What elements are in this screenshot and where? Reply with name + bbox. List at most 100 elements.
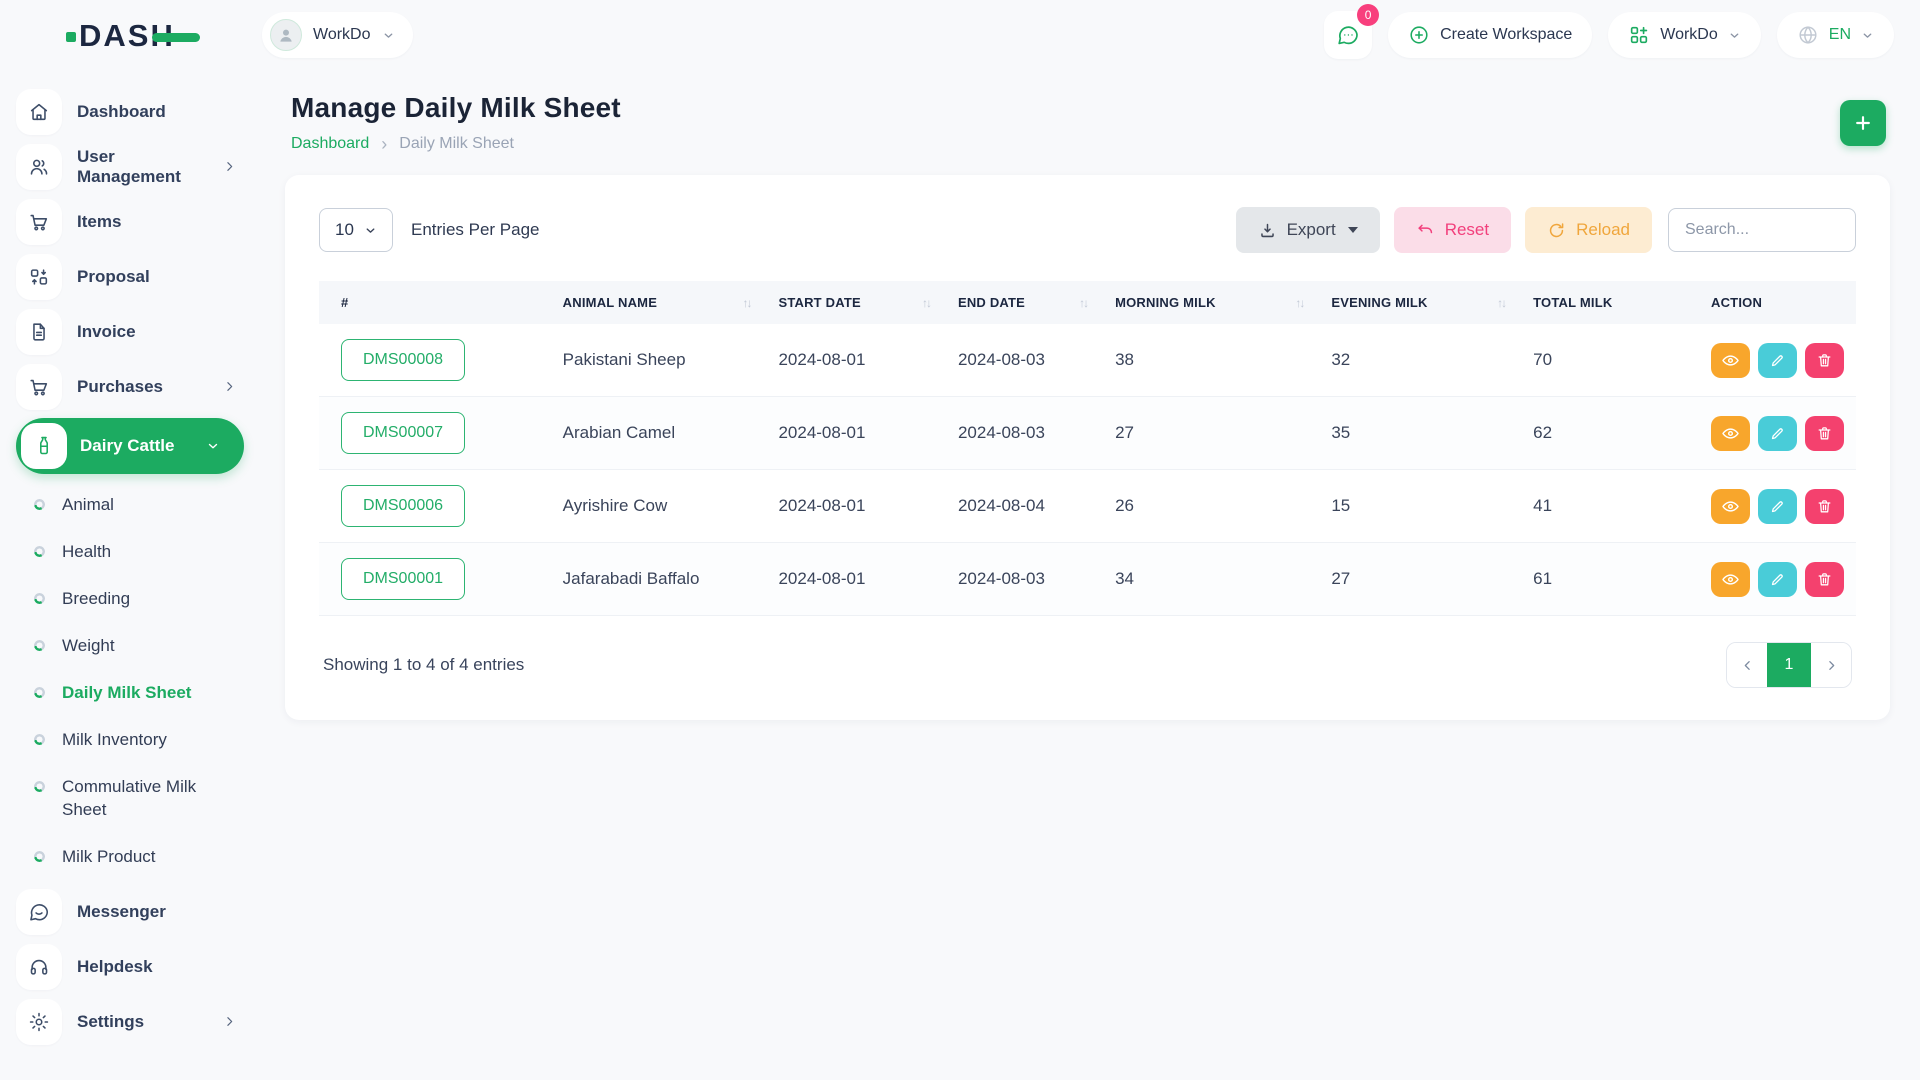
end-date-cell: 2024-08-03	[945, 542, 1104, 616]
chevron-right-icon	[223, 160, 244, 173]
record-id-badge[interactable]: DMS00008	[341, 339, 466, 381]
sidebar-item-helpdesk[interactable]: Helpdesk	[16, 939, 244, 994]
caret-down-icon	[1347, 227, 1358, 233]
delete-button[interactable]	[1805, 415, 1844, 451]
sidebar-item-invoice[interactable]: Invoice	[16, 304, 244, 359]
headset-icon	[16, 943, 62, 990]
animal-name-cell: Jafarabadi Baffalo	[550, 542, 767, 616]
trash-icon	[1818, 426, 1831, 439]
sidebar-item-label: Dashboard	[77, 101, 166, 121]
end-date-cell: 2024-08-03	[945, 396, 1104, 470]
sidebar-item-purchases[interactable]: Purchases	[16, 359, 244, 414]
chat-icon	[16, 888, 62, 935]
breadcrumb-dashboard-link[interactable]: Dashboard	[291, 135, 370, 152]
workspace-user-menu[interactable]: WorkDo	[262, 12, 413, 58]
column-header-total-milk[interactable]: TOTAL MILK	[1521, 281, 1699, 324]
column-header-end-date[interactable]: END DATE ↑↓	[945, 281, 1104, 324]
language-selector[interactable]: EN	[1776, 12, 1894, 58]
plus-icon	[1856, 116, 1870, 130]
bullet-icon	[34, 850, 45, 862]
sort-icon: ↑↓	[742, 295, 752, 310]
messages-button[interactable]: 0	[1324, 4, 1380, 59]
bullet-icon	[34, 780, 45, 792]
entries-per-page-select[interactable]: 10	[319, 208, 393, 252]
column-header-morning-milk[interactable]: MORNING MILK ↑↓	[1103, 281, 1320, 324]
chevron-right-icon	[223, 380, 244, 393]
chevron-down-icon	[206, 439, 228, 453]
gear-icon	[16, 998, 62, 1045]
evening-milk-cell: 27	[1319, 542, 1522, 616]
sidebar-subitem-health[interactable]: Health	[34, 529, 244, 576]
delete-button[interactable]	[1805, 342, 1844, 378]
view-button[interactable]	[1711, 488, 1750, 524]
morning-milk-cell: 27	[1103, 396, 1320, 470]
evening-milk-cell: 15	[1319, 469, 1522, 543]
view-button[interactable]	[1711, 342, 1750, 378]
pagination-page-1[interactable]: 1	[1767, 643, 1811, 687]
sidebar-subitem-animal[interactable]: Animal	[34, 482, 244, 529]
total-milk-cell: 62	[1521, 396, 1699, 470]
record-id-badge[interactable]: DMS00006	[341, 485, 466, 527]
sidebar-item-messenger[interactable]: Messenger	[16, 884, 244, 939]
evening-milk-cell: 35	[1319, 396, 1522, 470]
avatar	[270, 19, 302, 51]
sidebar-subitem-weight[interactable]: Weight	[34, 623, 244, 670]
edit-button[interactable]	[1758, 561, 1797, 597]
chat-icon	[1338, 26, 1358, 45]
sidebar-item-dairy-cattle[interactable]: Dairy Cattle	[16, 418, 244, 474]
edit-button[interactable]	[1758, 342, 1797, 378]
trash-icon	[1818, 499, 1831, 512]
table-header-row: # ANIMAL NAME ↑↓ START DATE ↑↓ END DATE ↑↓ …	[319, 281, 1856, 324]
eye-icon	[1722, 354, 1739, 366]
bullet-icon	[34, 545, 45, 557]
edit-button[interactable]	[1758, 488, 1797, 524]
column-header-id[interactable]: #	[319, 281, 551, 324]
delete-button[interactable]	[1805, 488, 1844, 524]
column-header-start-date[interactable]: START DATE ↑↓	[766, 281, 946, 324]
edit-button[interactable]	[1758, 415, 1797, 451]
app-logo[interactable]: DASH	[0, 20, 262, 51]
sidebar-item-settings[interactable]: Settings	[16, 994, 244, 1049]
column-header-evening-milk[interactable]: EVENING MILK ↑↓	[1319, 281, 1522, 324]
sidebar-item-dashboard[interactable]: Dashboard	[16, 84, 244, 139]
sidebar-subitem-milk-product[interactable]: Milk Product	[34, 834, 244, 881]
pencil-icon	[1771, 500, 1783, 512]
logo-bar	[152, 32, 200, 42]
create-workspace-button[interactable]: Create Workspace	[1388, 12, 1593, 58]
record-id-badge[interactable]: DMS00007	[341, 412, 466, 454]
breadcrumb: Dashboard › Daily Milk Sheet	[291, 135, 621, 153]
column-header-action: ACTION	[1699, 281, 1856, 324]
evening-milk-cell: 32	[1319, 324, 1522, 397]
sidebar-subitem-breeding[interactable]: Breeding	[34, 576, 244, 623]
workspace-user-label: WorkDo	[313, 26, 371, 43]
reload-button[interactable]: Reload	[1525, 207, 1652, 253]
view-button[interactable]	[1711, 415, 1750, 451]
chevron-down-icon	[1861, 29, 1874, 42]
search-input[interactable]	[1668, 208, 1856, 252]
add-record-button[interactable]	[1840, 100, 1886, 146]
pagination-next-button[interactable]	[1811, 643, 1851, 687]
column-header-animal-name[interactable]: ANIMAL NAME ↑↓	[550, 281, 767, 324]
animal-name-cell: Pakistani Sheep	[550, 324, 767, 397]
breadcrumb-separator: ›	[381, 134, 388, 154]
view-button[interactable]	[1711, 561, 1750, 597]
sidebar-item-items[interactable]: Items	[16, 194, 244, 249]
delete-button[interactable]	[1805, 561, 1844, 597]
bullet-icon	[34, 592, 45, 604]
record-id-badge[interactable]: DMS00001	[341, 558, 466, 600]
swap-boxes-icon	[16, 253, 62, 300]
sidebar-item-label: Settings	[77, 1011, 145, 1031]
sidebar-subitem-daily-milk-sheet[interactable]: Daily Milk Sheet	[34, 670, 244, 717]
sidebar-item-proposal[interactable]: Proposal	[16, 249, 244, 304]
export-button[interactable]: Export	[1235, 207, 1380, 253]
bullet-icon	[34, 686, 45, 698]
sidebar-subitem-milk-inventory[interactable]: Milk Inventory	[34, 717, 244, 764]
workspace-switcher[interactable]: WorkDo	[1608, 12, 1761, 58]
reset-button[interactable]: Reset	[1393, 207, 1512, 253]
breadcrumb-current: Daily Milk Sheet	[399, 135, 514, 152]
main-content: Manage Daily Milk Sheet Dashboard › Dail…	[262, 70, 1920, 1080]
sidebar-subitem-commulative-milk-sheet[interactable]: Commulative Milk Sheet	[34, 764, 244, 834]
home-icon	[16, 88, 62, 135]
sidebar-item-user-management[interactable]: User Management	[16, 139, 244, 194]
pagination-prev-button[interactable]	[1727, 643, 1767, 687]
